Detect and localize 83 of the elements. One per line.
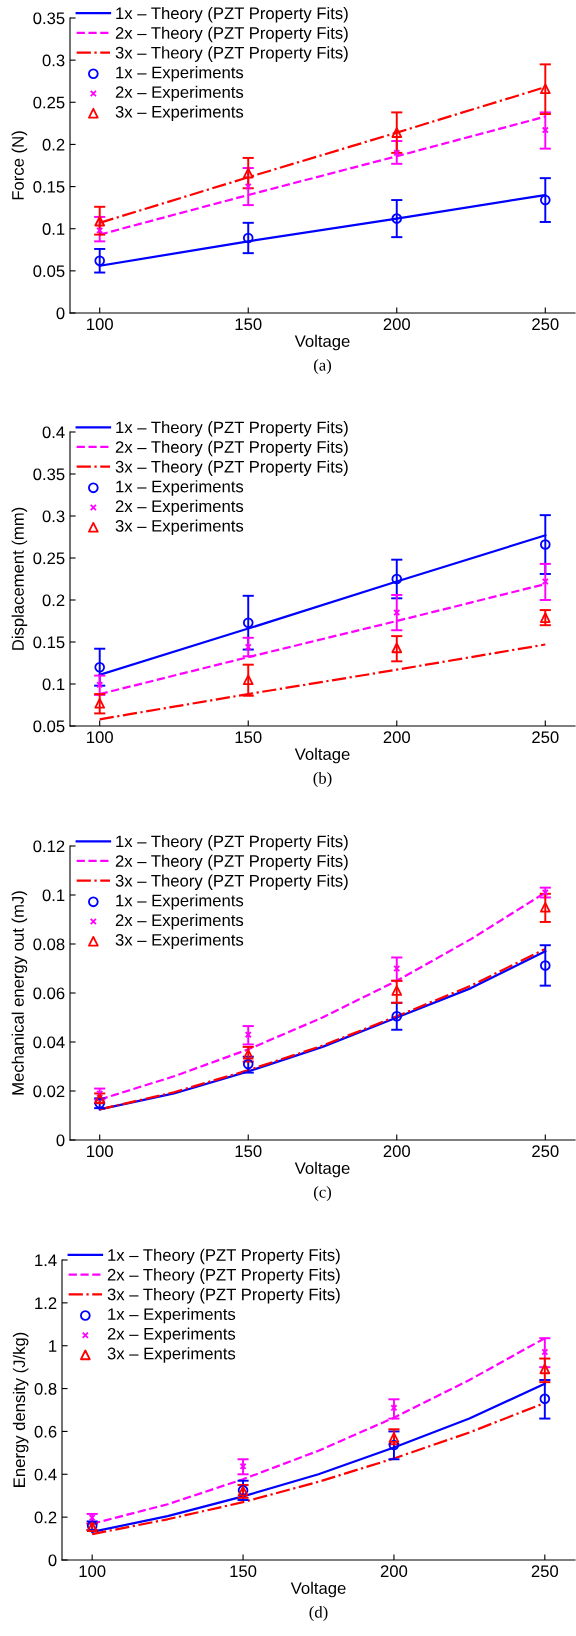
x-tick-label: 200 [383,1145,411,1158]
y-tick-label: 0.4 [42,426,65,439]
y-tick-label: 0.15 [33,636,65,649]
y-tick-label: 0.25 [33,96,65,109]
y-axis-title: Energy density (J/kg) [12,1332,29,1487]
y-tick-label: 0.2 [34,1511,57,1524]
x-tick-label: 200 [383,731,411,744]
y-tick-label: 0.6 [34,1425,57,1438]
legend-label: 3x – Experiments [107,1347,236,1363]
legend-label: 1x – Experiments [116,894,244,910]
legend-label: 1x – Theory (PZT Property Fits) [108,1248,340,1265]
legend-label: 3x – Theory (PZT Property Fits) [115,460,348,476]
y-tick-label: 0.06 [33,987,65,1000]
y-tick-label: 0.2 [42,138,65,151]
x-tick-label: 100 [87,1145,113,1158]
y-tick-label: 0.8 [34,1382,57,1395]
legend-label: 2x – Theory (PZT Property Fits) [107,1268,340,1284]
y-tick-label: 0.3 [42,510,65,523]
y-tick-label: 0.1 [42,889,65,902]
legend-label: 2x – Theory (PZT Property Fits) [115,440,348,457]
legend-label: 2x – Experiments [115,913,244,930]
x-axis-title: Voltage [290,1581,346,1598]
x-axis-title: Voltage [294,334,350,351]
y-axis-title: Displacement (mm) [11,507,28,650]
y-tick-label: 0.35 [33,12,65,25]
x-tick-label: 250 [531,1565,559,1578]
y-tick-label: 1.4 [35,1254,57,1267]
x-tick-label: 200 [383,318,411,331]
legend-label: 2x – Experiments [115,499,244,516]
y-tick-label: 1.2 [35,1297,57,1309]
x-tick-label: 100 [87,318,113,331]
legend-label: 1x – Experiments [116,480,244,496]
legend-label: 1x – Theory (PZT Property Fits) [116,421,348,437]
y-tick-label: 0.2 [42,594,65,607]
legend-label: 2x – Experiments [107,1327,236,1344]
x-tick-label: 150 [235,1145,262,1158]
legend-label: 1x – Theory (PZT Property Fits) [116,835,348,851]
legend-label: 2x – Theory (PZT Property Fits) [115,854,348,871]
x-tick-label: 200 [380,1565,408,1578]
legend-label: 3x – Experiments [115,519,244,536]
y-tick-label: 0.25 [33,552,65,565]
y-tick-label: 0.05 [33,720,65,733]
x-tick-label: 150 [235,318,262,331]
legend-label: 3x – Theory (PZT Property Fits) [107,1288,340,1304]
x-axis-title: Voltage [294,747,350,764]
text: (b) [313,772,332,788]
y-axis-title: Mechanical energy out (mJ) [11,891,28,1095]
y-tick-label: 0.12 [33,840,65,853]
y-tick-label: 0.05 [33,265,65,278]
y-tick-label: 0.04 [33,1036,65,1049]
x-tick-label: 250 [532,1145,559,1158]
text: (a) [313,359,332,375]
y-tick-label: 0.3 [42,54,65,67]
y-tick-label: 0.1 [42,678,65,691]
text: (c) [313,1186,332,1202]
legend-label: 2x – Theory (PZT Property Fits) [115,26,348,43]
y-tick-label: 0.35 [33,468,65,481]
legend-label: 3x – Experiments [115,105,244,122]
y-tick-label: 0.15 [33,180,65,193]
x-axis-title: Voltage [294,1161,350,1178]
y-tick-label: 0.08 [33,938,65,951]
legend-label: 2x – Experiments [115,85,244,102]
y-tick-label: 0.02 [33,1085,65,1098]
legend-label: 3x – Experiments [115,933,244,950]
legend-label: 3x – Theory (PZT Property Fits) [115,46,348,62]
x-tick-label: 100 [79,1565,106,1578]
y-tick-label: 0 [56,307,65,320]
text: (d) [309,1606,328,1622]
x-tick-label: 250 [532,318,559,331]
y-tick-label: 0 [56,1134,65,1147]
legend-label: 1x – Theory (PZT Property Fits) [116,6,348,23]
legend-label: 3x – Theory (PZT Property Fits) [115,874,348,890]
y-tick-label: 0.1 [42,223,65,235]
x-tick-label: 250 [532,731,559,744]
y-tick-label: 0.4 [34,1468,57,1481]
y-tick-label: 1 [49,1340,57,1352]
x-tick-label: 150 [230,1565,257,1578]
y-tick-label: 0 [48,1554,57,1567]
x-tick-label: 150 [235,731,262,744]
legend-label: 1x – Experiments [116,66,244,82]
legend-label: 1x – Experiments [108,1307,236,1324]
y-axis-title: Force (N) [11,131,28,200]
x-tick-label: 100 [87,731,113,744]
